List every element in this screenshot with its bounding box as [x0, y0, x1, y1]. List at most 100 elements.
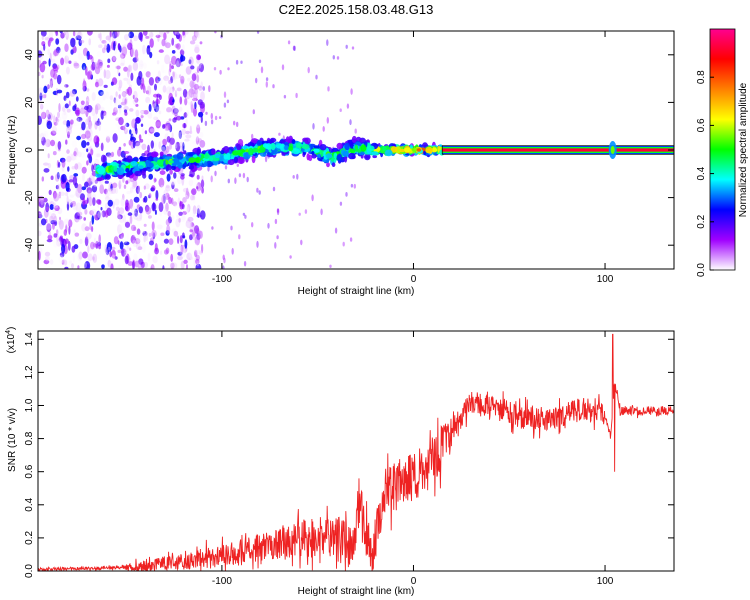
spectrogram-noise-point	[58, 166, 62, 171]
spectrogram-noise-point	[153, 103, 160, 113]
spectrogram-noise-point	[176, 43, 181, 50]
snr-scale-prefix: (x10	[6, 333, 17, 353]
spectrogram-noise-point	[179, 245, 186, 256]
spectrogram-signal-point	[262, 143, 269, 148]
spectrogram-noise-point	[129, 214, 133, 225]
spectrogram-noise-point	[166, 173, 171, 182]
spectrogram-noise-point	[53, 215, 58, 223]
spectrogram-noise-point	[84, 105, 89, 111]
spectrogram-noise-point	[163, 189, 169, 197]
spectrogram-noise-point	[85, 98, 89, 108]
spectrogram-noise-point	[105, 126, 111, 137]
spectrogram-noise-point	[100, 110, 105, 120]
y-tick-label: 0.0	[24, 564, 35, 578]
spectrogram-noise-point	[242, 172, 246, 179]
spectrogram-noise-point	[131, 184, 136, 190]
spectrogram-noise-point	[86, 148, 89, 153]
spectrogram-noise-point	[166, 86, 172, 95]
spectrogram-noise-point	[102, 47, 106, 54]
spectrogram-noise-point	[84, 130, 91, 139]
spectrogram-noise-point	[197, 221, 200, 227]
spectrogram-signal-point	[367, 145, 375, 152]
spectrogram-signal-point	[142, 167, 148, 172]
spectrogram-noise-point	[132, 97, 138, 106]
spectrogram-noise-point	[189, 125, 192, 135]
spectrogram-noise-point	[184, 239, 188, 249]
spectrogram-noise-point	[88, 38, 91, 46]
spectrogram-noise-point	[196, 124, 201, 134]
spectrogram-noise-point	[135, 109, 140, 118]
spectrogram-noise-point	[81, 121, 86, 131]
spectrogram-noise-point	[76, 116, 83, 122]
spectrogram-noise-point	[96, 51, 102, 58]
spectrogram-noise-point	[42, 94, 47, 99]
spectrogram-signal-point	[148, 162, 154, 168]
spectrogram-noise-point	[165, 202, 169, 212]
spectrogram-signal-point	[390, 146, 398, 153]
spectrogram-noise-point	[143, 185, 146, 190]
spectrogram-noise-point	[110, 263, 114, 269]
spectrogram-noise-point	[199, 101, 205, 109]
spectrogram-noise-point	[47, 234, 53, 240]
spectrogram-noise-point	[170, 178, 176, 185]
spectrogram-noise-point	[353, 183, 356, 189]
spectrogram-noise-point	[117, 125, 121, 131]
spectrogram-noise-point	[163, 238, 169, 244]
spectrogram-noise-point	[140, 83, 144, 90]
spectrogram-noise-point	[236, 163, 239, 167]
spectrogram-noise-point	[63, 111, 67, 116]
spectrogram-noise-point	[100, 142, 104, 152]
spectrogram-noise-point	[172, 77, 177, 85]
spectrogram-noise-point	[207, 166, 210, 172]
spectrogram-noise-point	[68, 226, 71, 235]
spectrogram-noise-point	[198, 230, 203, 239]
spectrogram-noise-point	[52, 50, 59, 56]
spectrogram-noise-point	[119, 104, 122, 114]
spectrogram-noise-point	[210, 175, 213, 183]
spectrogram-noise-point	[71, 200, 77, 207]
spectrogram-noise-point	[112, 133, 118, 143]
spectrogram-noise-point	[154, 83, 157, 91]
spectrogram-noise-point	[92, 256, 95, 261]
spectrogram-noise-point	[320, 208, 323, 216]
spectrogram-noise-point	[104, 180, 109, 184]
spectrogram-noise-point	[218, 116, 222, 120]
spectrogram-noise-point	[131, 47, 136, 57]
spectrogram-noise-point	[193, 31, 199, 38]
spectrogram-signal-point	[177, 162, 183, 169]
spectrogram-noise-point	[78, 251, 83, 260]
spectrogram-signal-point	[431, 147, 438, 153]
spectrogram-noise-point	[97, 58, 101, 68]
spectrogram-noise-point	[182, 210, 187, 215]
spectrogram-noise-point	[67, 240, 71, 251]
spectrogram-noise-point	[119, 58, 125, 63]
spectrogram-noise-point	[190, 222, 195, 227]
spectrogram-noise-point	[87, 253, 93, 262]
spectrogram-noise-point	[138, 70, 143, 80]
spectrogram-noise-point	[59, 191, 66, 196]
spectrogram-noise-point	[87, 189, 92, 200]
spectrogram-noise-point	[135, 185, 140, 194]
spectrogram-noise-point	[156, 146, 160, 153]
spectrogram-noise-point	[90, 241, 95, 250]
spectrogram-noise-point	[179, 49, 185, 56]
spectrogram-signal-point	[223, 154, 229, 160]
spectrogram-noise-point	[73, 173, 79, 177]
spectrogram-noise-point	[238, 173, 242, 178]
spectrogram-noise-point	[255, 77, 258, 84]
spectrogram-noise-point	[76, 135, 81, 141]
spectrogram-noise-point	[127, 261, 134, 266]
spectrogram-noise-point	[67, 131, 70, 139]
spectrogram-noise-point	[160, 250, 163, 255]
spectrogram-noise-point	[178, 130, 182, 140]
spectrogram-noise-point	[175, 141, 181, 152]
spectrogram-noise-point	[84, 208, 88, 215]
spectrogram-noise-point	[127, 64, 133, 73]
spectrogram-noise-point	[190, 194, 194, 201]
spectrogram-noise-point	[39, 199, 45, 208]
spectrogram-noise-point	[55, 185, 60, 190]
spectrogram-noise-point	[148, 103, 152, 112]
spectrogram-noise-point	[43, 142, 48, 152]
spectrogram-noise-point	[40, 128, 44, 136]
spectrogram-noise-point	[180, 128, 187, 135]
